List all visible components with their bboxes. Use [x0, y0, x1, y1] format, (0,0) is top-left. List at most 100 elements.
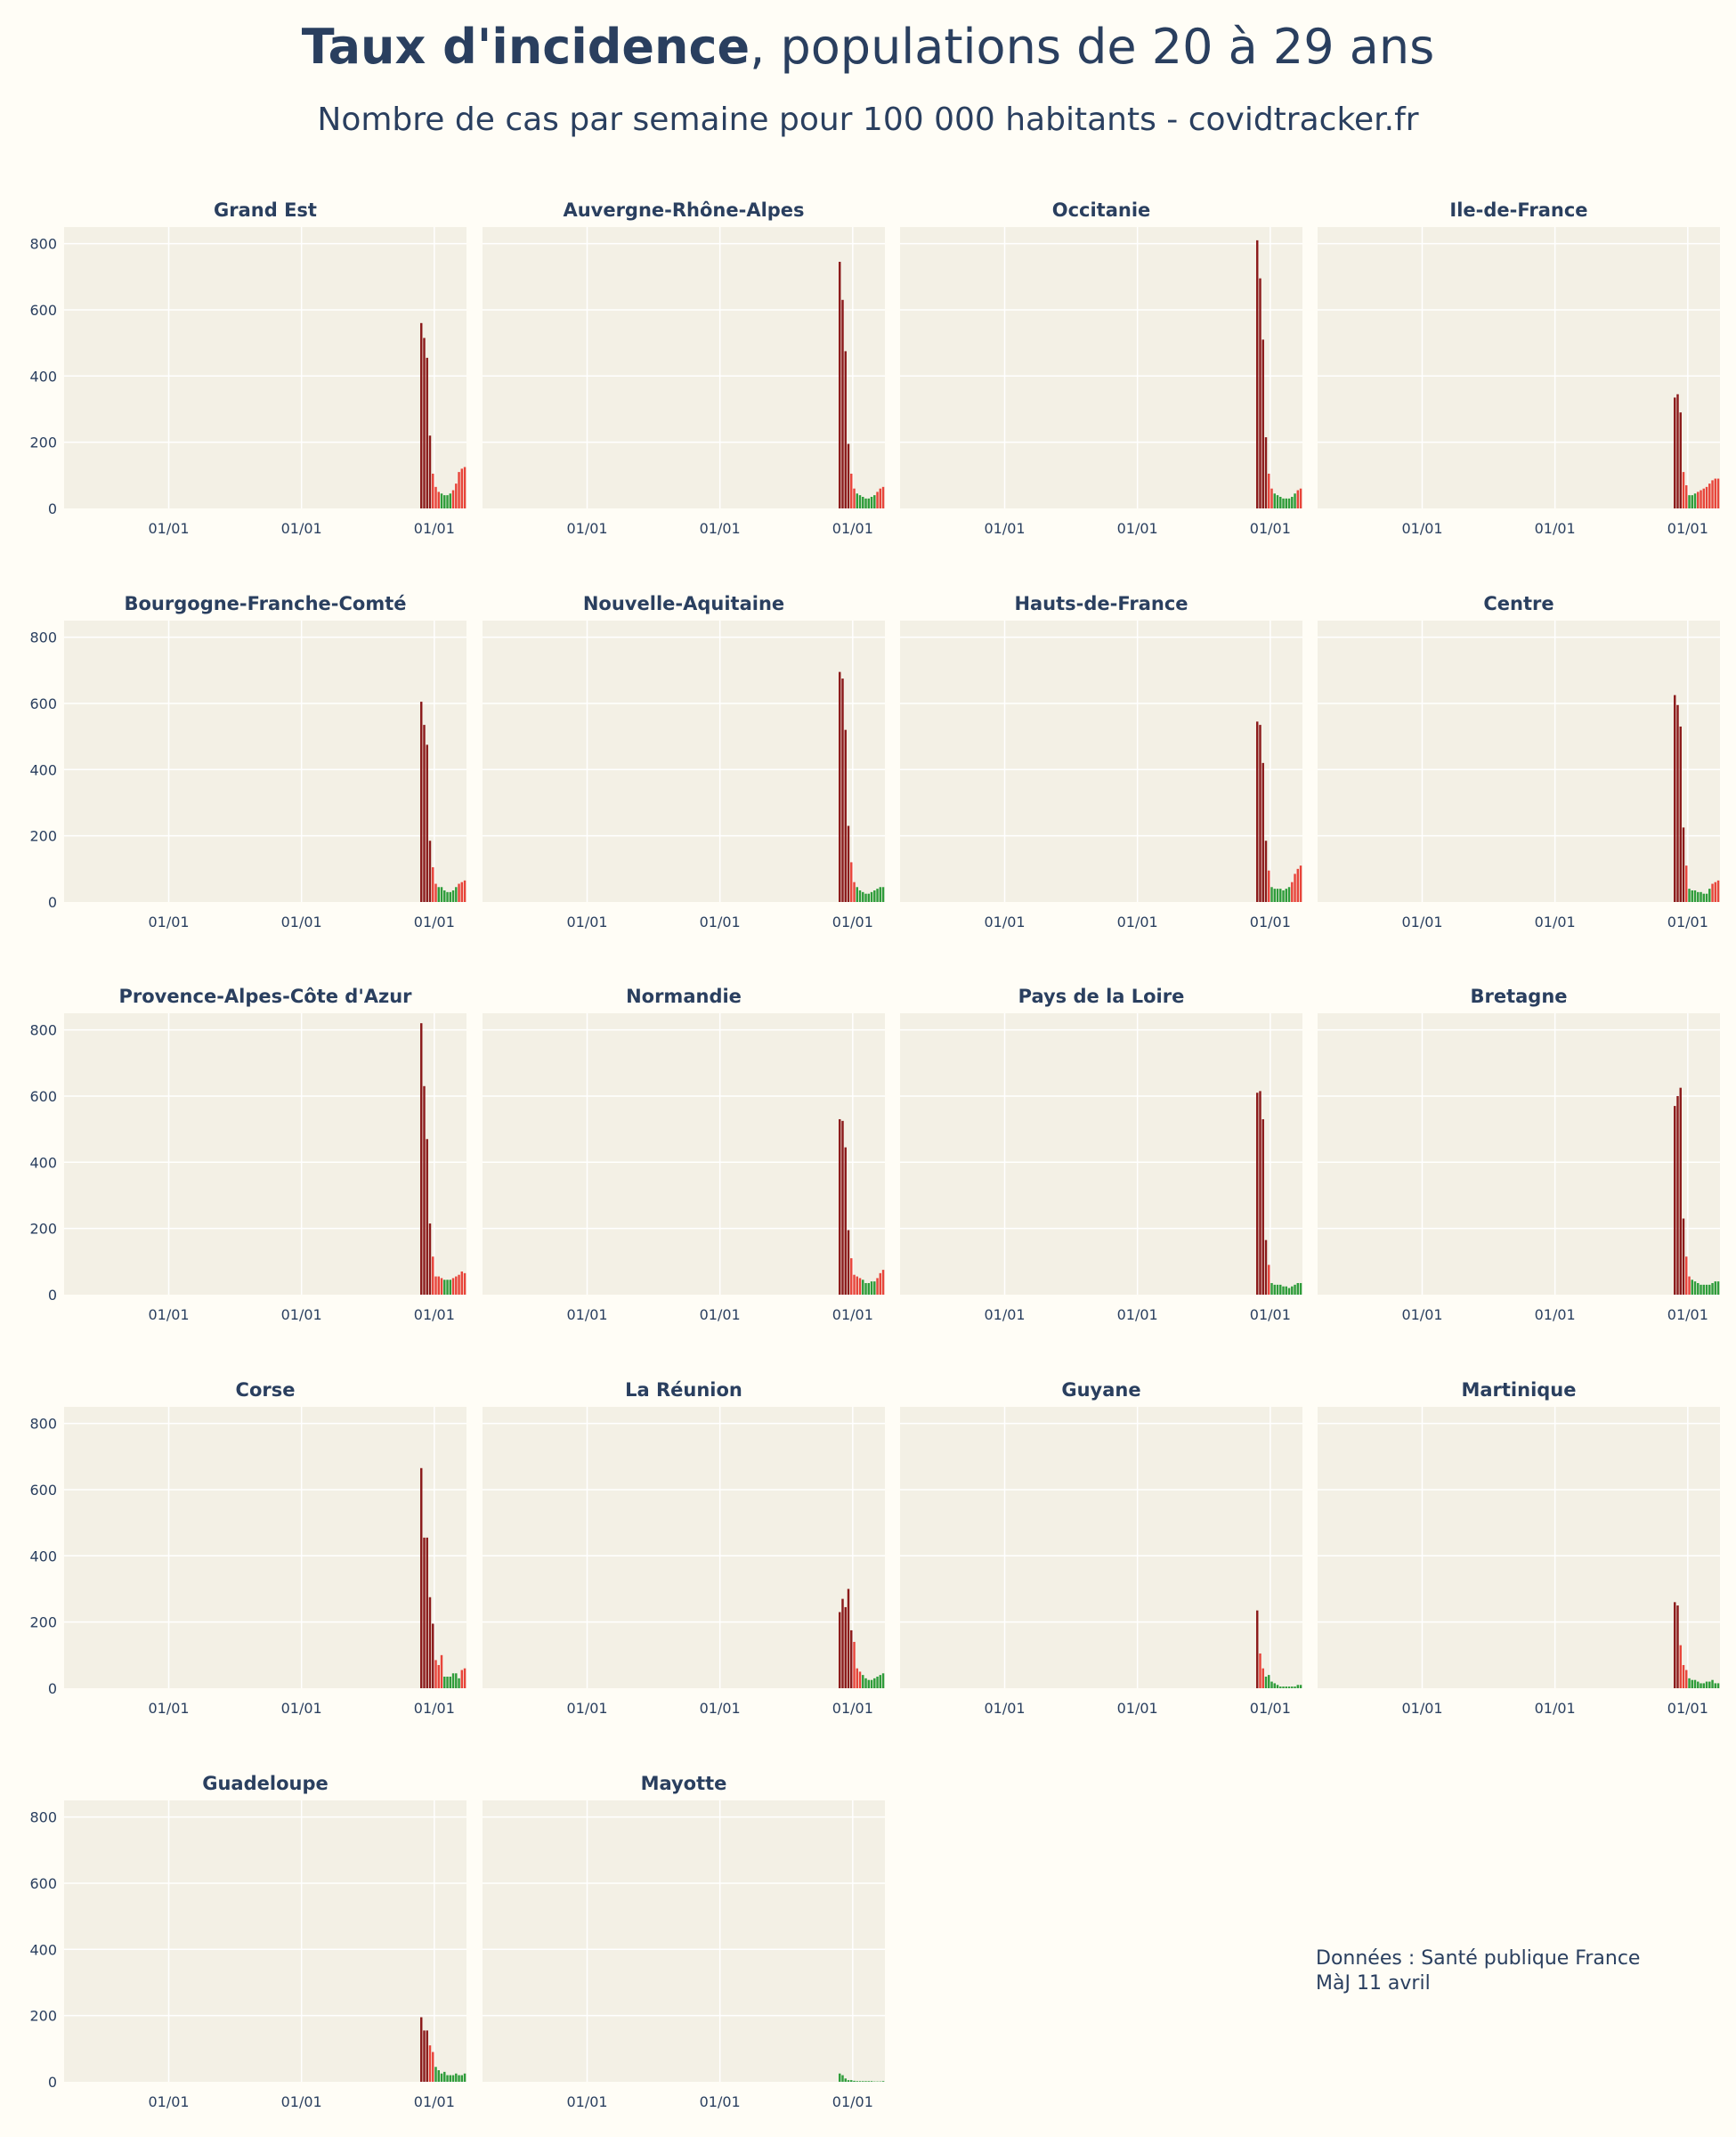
data-bar	[1688, 495, 1691, 508]
y-tick-label: 400	[29, 1941, 57, 1958]
x-tick-label: 01/01	[148, 1306, 189, 1323]
y-tick-label: 600	[29, 1088, 57, 1105]
data-bar	[451, 1278, 455, 1295]
region-title: Hauts-de-France	[1014, 593, 1188, 614]
x-tick-label: 01/01	[1250, 1700, 1291, 1717]
data-bar	[458, 472, 460, 508]
data-bar	[839, 1118, 841, 1295]
data-bar	[864, 893, 867, 902]
data-bar	[1699, 891, 1702, 902]
data-bar	[1276, 889, 1279, 902]
y-tick-label: 400	[29, 368, 57, 385]
region-panel: Grand Est 0 200 400 600 800 01/01 01/01 01/01	[29, 199, 466, 537]
data-bar	[440, 1654, 443, 1688]
data-bar	[1273, 1683, 1276, 1688]
x-tick-label: 01/01	[1250, 520, 1291, 537]
region-title: Auvergne-Rhône-Alpes	[563, 199, 804, 221]
data-bar	[446, 1280, 449, 1295]
y-tick-label: 400	[29, 1548, 57, 1564]
data-bar	[1693, 1679, 1697, 1688]
y-tick-label: 600	[29, 302, 57, 319]
data-bar	[1702, 488, 1706, 508]
data-bar	[1674, 695, 1676, 902]
data-bar	[1714, 1683, 1717, 1688]
data-bar	[434, 2067, 437, 2082]
x-tick-label: 01/01	[1117, 914, 1158, 930]
data-bar	[1676, 1095, 1679, 1295]
data-bar	[1282, 1686, 1285, 1688]
data-bar	[850, 2080, 853, 2082]
data-bar	[858, 1671, 862, 1688]
data-bar	[844, 729, 847, 902]
data-bar	[1688, 1276, 1691, 1295]
data-bar	[850, 862, 853, 902]
data-bar	[428, 435, 432, 508]
data-bar	[858, 1278, 862, 1295]
data-bar	[1693, 1281, 1697, 1295]
data-bar	[853, 488, 856, 508]
data-bar	[881, 2081, 885, 2082]
data-bar	[879, 488, 882, 508]
data-bar	[867, 498, 871, 508]
y-tick-label: 800	[29, 1809, 57, 1826]
x-tick-label: 01/01	[148, 2093, 189, 2110]
data-bar	[1270, 887, 1273, 902]
plot-background	[64, 1407, 466, 1688]
data-bar	[437, 1276, 440, 1295]
data-bar	[1282, 1286, 1285, 1295]
x-tick-label: 01/01	[148, 1700, 189, 1717]
data-bar	[1261, 1668, 1264, 1688]
data-bar	[858, 890, 862, 902]
data-bar	[1716, 1281, 1720, 1295]
data-bar	[1294, 873, 1296, 902]
data-bar	[1685, 1256, 1688, 1295]
data-bar	[458, 1678, 460, 1688]
data-bar	[1711, 1282, 1714, 1295]
region-title: Grand Est	[214, 199, 317, 221]
x-tick-label: 01/01	[984, 520, 1025, 537]
data-bar	[844, 1606, 847, 1688]
region-title: Corse	[236, 1379, 296, 1401]
plot-background	[900, 1013, 1302, 1295]
x-tick-label: 01/01	[1250, 914, 1291, 930]
x-tick-label: 01/01	[1667, 1306, 1708, 1323]
plot-background	[483, 1407, 885, 1688]
data-bar	[1270, 1282, 1273, 1295]
data-bar	[1679, 412, 1682, 508]
data-bar	[870, 2081, 873, 2082]
data-bar	[1708, 1284, 1711, 1295]
data-bar	[862, 496, 864, 508]
data-bar	[1256, 1610, 1259, 1688]
x-tick-label: 01/01	[1117, 1306, 1158, 1323]
data-bar	[440, 1278, 443, 1295]
data-bar	[423, 337, 426, 508]
x-tick-label: 01/01	[148, 520, 189, 537]
data-bar	[867, 1679, 871, 1688]
data-bar	[1291, 882, 1294, 902]
data-bar	[841, 1120, 844, 1295]
data-bar	[850, 1258, 853, 1295]
x-tick-label: 01/01	[1667, 1700, 1708, 1717]
data-bar	[458, 883, 460, 902]
data-bar	[420, 702, 423, 902]
data-bar	[1697, 1681, 1699, 1688]
region-title: Martinique	[1461, 1379, 1576, 1401]
data-bar	[1685, 865, 1688, 902]
plot-background	[483, 1800, 885, 2082]
data-bar	[432, 1623, 434, 1688]
data-bar	[443, 890, 446, 902]
x-tick-label: 01/01	[414, 914, 455, 930]
plot-background	[64, 621, 466, 902]
data-bar	[1264, 1239, 1268, 1295]
data-bar	[460, 882, 464, 902]
data-bar	[850, 473, 853, 508]
data-bar	[1273, 889, 1276, 902]
x-tick-label: 01/01	[414, 1306, 455, 1323]
x-tick-label: 01/01	[1117, 520, 1158, 537]
data-bar	[420, 322, 423, 508]
data-bar	[451, 890, 455, 902]
data-bar	[428, 841, 432, 902]
data-bar	[1679, 1645, 1682, 1688]
region-title: Provence-Alpes-Côte d'Azur	[118, 986, 412, 1007]
x-tick-label: 01/01	[832, 1700, 873, 1717]
